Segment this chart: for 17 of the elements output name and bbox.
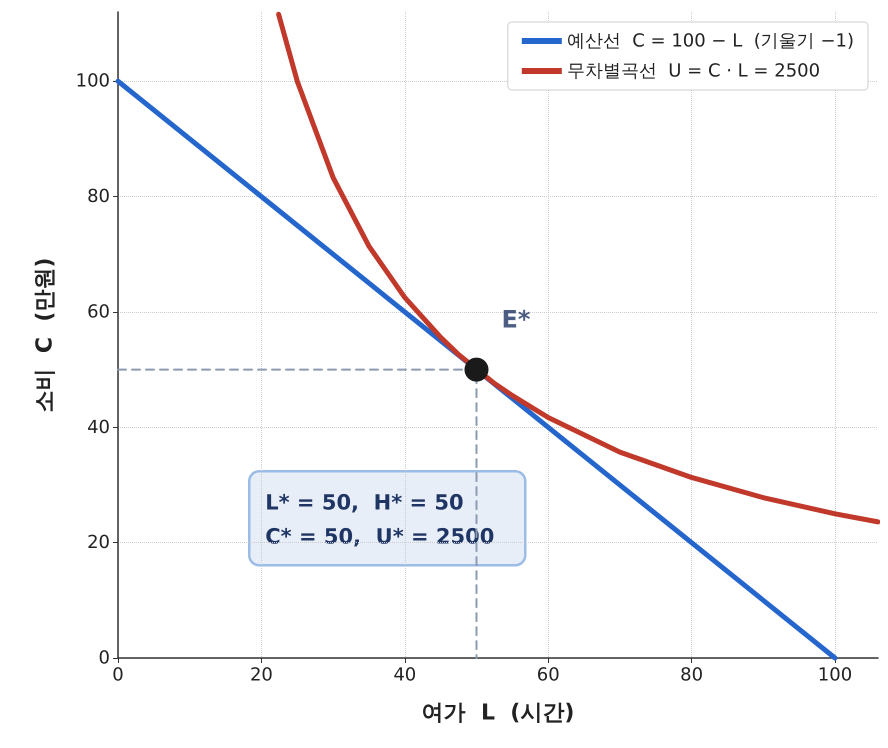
x-tick-label: 20 — [250, 664, 273, 686]
y-tick-label: 20 — [87, 532, 110, 554]
legend-label: 예산선 C = 100 − L (기울기 −1) — [566, 30, 854, 52]
y-tick-label: 100 — [76, 70, 110, 92]
y-axis-title: 소비 C (만원) — [32, 258, 58, 412]
y-tick-label: 60 — [87, 301, 110, 322]
x-tick-label: 60 — [536, 664, 560, 686]
annotation: E* — [501, 306, 531, 334]
x-tick-label: 80 — [680, 664, 704, 686]
y-tick-label: 40 — [87, 416, 110, 438]
x-tick-label: 0 — [112, 664, 124, 686]
y-tick-label: 80 — [87, 186, 110, 208]
y-tick-label: 0 — [98, 648, 110, 668]
x-axis-title: 여가 L (시간) — [422, 700, 574, 726]
x-tick-label: 40 — [393, 664, 416, 686]
legend-label: 무차별곡선 U = C · L = 2500 — [566, 60, 820, 82]
x-tick-label: 100 — [818, 664, 852, 686]
